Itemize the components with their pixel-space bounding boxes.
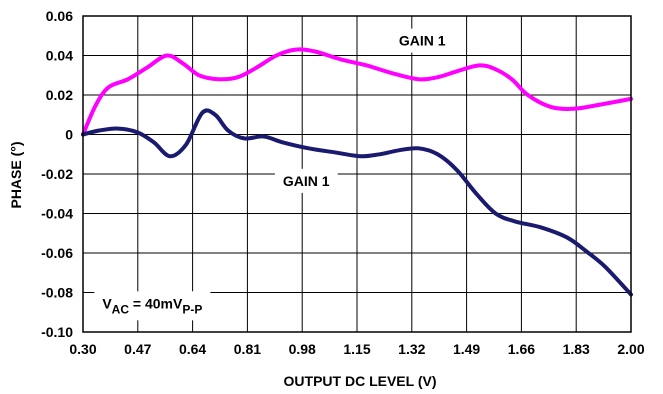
annotation-background bbox=[390, 28, 454, 53]
y-tick-label: 0 bbox=[65, 127, 73, 143]
annotation-background bbox=[274, 168, 338, 193]
y-tick-label: -0.04 bbox=[41, 206, 73, 222]
y-tick-label: -0.08 bbox=[41, 285, 73, 301]
y-tick-label: 0.06 bbox=[46, 8, 73, 24]
annotation-label: GAIN 1 bbox=[399, 33, 446, 49]
x-tick-label: 1.83 bbox=[563, 341, 590, 357]
series-lines bbox=[81, 47, 633, 297]
y-axis-title: PHASE (°) bbox=[8, 141, 24, 208]
x-tick-label: 0.64 bbox=[179, 341, 206, 357]
x-tick-label: 2.00 bbox=[617, 341, 644, 357]
y-tick-label: 0.02 bbox=[46, 87, 73, 103]
tick-labels: 0.30 0.47 0.64 0.81 0.98 1.15 1.32 1.49 1.66 1.83… bbox=[41, 8, 645, 357]
annotation-background bbox=[94, 291, 211, 321]
annotation-label: GAIN 1 bbox=[283, 173, 330, 189]
y-tick-label: -0.02 bbox=[41, 166, 73, 182]
x-tick-label: 1.32 bbox=[398, 341, 425, 357]
series-line-0 bbox=[81, 47, 633, 137]
x-tick-label: 0.30 bbox=[69, 341, 96, 357]
y-tick-label: -0.06 bbox=[41, 245, 73, 261]
y-tick-label: -0.10 bbox=[41, 324, 73, 340]
y-tick-label: 0.04 bbox=[46, 48, 73, 64]
x-tick-label: 1.66 bbox=[508, 341, 535, 357]
x-axis-title: OUTPUT DC LEVEL (V) bbox=[284, 373, 437, 389]
x-tick-label: 0.98 bbox=[289, 341, 316, 357]
x-tick-label: 1.49 bbox=[453, 341, 480, 357]
x-tick-label: 0.47 bbox=[124, 341, 151, 357]
grid bbox=[83, 16, 631, 332]
annotation-label: VAC = 40mVP-P bbox=[102, 295, 202, 316]
plot-frame bbox=[82, 15, 632, 333]
series-line-1 bbox=[81, 108, 633, 297]
annotations: GAIN 1 GAIN 1 VAC = 40mVP-P bbox=[94, 28, 454, 321]
x-tick-label: 0.81 bbox=[234, 341, 261, 357]
x-tick-label: 1.15 bbox=[343, 341, 370, 357]
